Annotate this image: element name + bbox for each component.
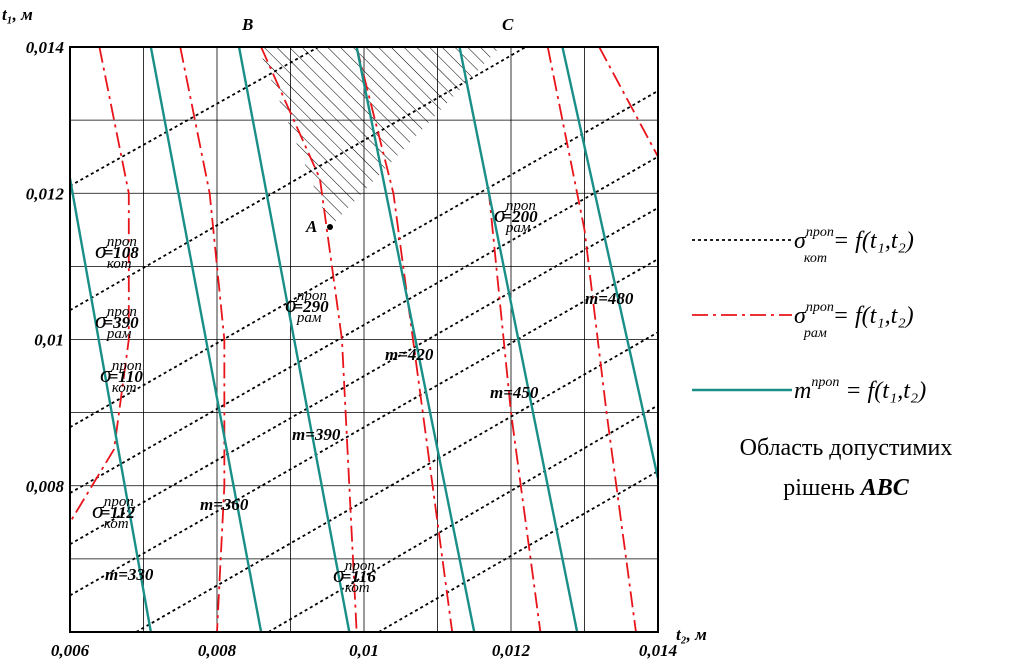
annotation-sub: кот: [112, 380, 137, 396]
series-line: [70, 90, 658, 429]
annotation-symbol: σ: [100, 362, 113, 388]
plot-frame: [69, 46, 659, 633]
annotation: C: [502, 15, 514, 34]
x-tick-label: 0,006: [51, 641, 90, 660]
series-line: [70, 47, 130, 523]
annotation: m=480: [585, 289, 634, 308]
annotation-symbol: σ: [333, 562, 346, 588]
legend-sup: проп: [806, 300, 834, 315]
annotation-sub: рам: [106, 326, 132, 342]
x-tick-label: 0,014: [639, 641, 677, 660]
annotation-text: =110: [109, 367, 144, 386]
annotation: σпроп рам=290: [285, 288, 329, 326]
annotation-text: =290: [293, 297, 329, 316]
point-a: [327, 224, 333, 230]
annotation-sup: проп: [107, 304, 137, 320]
annotation-sub: кот: [104, 516, 129, 532]
annotation: σпроп кот=110: [100, 358, 143, 396]
annotation: m=390: [292, 425, 341, 444]
note-emph: ABC: [859, 475, 910, 501]
annotation-text: =390: [103, 313, 139, 332]
series-line: [260, 47, 358, 632]
legend-rhs: = f(t₁,t₂): [833, 228, 914, 254]
series-line: [70, 155, 658, 494]
annotation-sub: рам: [505, 220, 531, 236]
series-line: [378, 470, 658, 632]
legend-symbol: σ: [794, 228, 807, 254]
annotation-symbol: σ: [92, 498, 105, 524]
y-tick-label: 0,012: [26, 184, 65, 203]
annotation-sub: кот: [345, 580, 370, 596]
note-line1: Область допустимих: [740, 435, 953, 461]
legend-rhs: = f(t₁,t₂): [845, 378, 926, 404]
grid: [69, 46, 659, 632]
x-tick-label: 0,008: [198, 641, 237, 660]
series-line: [546, 47, 637, 632]
y-tick-label: 0,008: [26, 477, 65, 496]
legend-entry: σпроп рам = f(t₁,t₂): [794, 300, 914, 341]
series-line: [70, 207, 658, 546]
note-line2: рішень ABC: [783, 475, 910, 501]
x-axis-label: t₂, м: [676, 625, 707, 644]
annotation: σпроп рам=200: [494, 198, 538, 236]
series-line: [355, 47, 476, 632]
annotation-sub: кот: [107, 256, 132, 272]
series-line: [70, 178, 153, 632]
annotation: m=420: [385, 345, 434, 364]
x-tick-label: 0,01: [349, 641, 379, 660]
legend-sub: кот: [804, 251, 827, 266]
series-line: [561, 47, 658, 479]
series-line: [458, 47, 579, 632]
annotation: m=450: [490, 383, 539, 402]
series-line: [149, 47, 263, 632]
legend-symbol: m: [794, 378, 811, 404]
annotation-sup: проп: [104, 494, 134, 510]
annotation: σпроп кот=116: [333, 558, 376, 596]
legend-sup: проп: [811, 375, 839, 390]
series-line: [135, 331, 658, 632]
x-tick-label: 0,012: [492, 641, 531, 660]
annotation: m=360: [200, 495, 249, 514]
annotation: σпроп кот=112: [92, 494, 135, 532]
annotation: A: [305, 217, 317, 236]
annotation-symbol: σ: [285, 292, 298, 318]
annotation-text: =108: [104, 243, 140, 262]
annotation: σпроп кот=108: [95, 234, 139, 272]
annotation-symbol: σ: [494, 202, 507, 228]
series-line: [598, 47, 658, 158]
annotation-symbol: σ: [95, 308, 108, 334]
annotation: σпроп рам=390: [95, 304, 139, 342]
annotation-text: =200: [502, 207, 538, 226]
y-tick-label: 0,014: [26, 38, 64, 57]
legend-entry: mпроп = f(t₁,t₂): [794, 375, 926, 404]
annotation-sup: проп: [112, 358, 142, 374]
legend-sub: рам: [803, 326, 827, 341]
legend-rhs: = f(t₁,t₂): [833, 303, 914, 329]
annotation-sub: рам: [296, 310, 322, 326]
y-axis-label: t₁, м: [2, 5, 33, 24]
annotation-sup: проп: [297, 288, 327, 304]
series-line: [237, 47, 351, 632]
series-line: [70, 47, 527, 312]
annotation-sup: проп: [345, 558, 375, 574]
legend-symbol: σ: [794, 303, 807, 329]
annotation-symbol: σ: [95, 238, 108, 264]
annotation-sup: проп: [107, 234, 137, 250]
y-tick-label: 0,01: [34, 331, 64, 350]
series-line: [70, 258, 658, 597]
annotation: m=330: [105, 565, 154, 584]
annotation: B: [241, 15, 253, 34]
series-line: [179, 47, 226, 632]
legend-sup: проп: [806, 225, 834, 240]
legend-entry: σпроп кот = f(t₁,t₂): [794, 225, 914, 266]
annotation-sup: проп: [506, 198, 536, 214]
annotation-text: =116: [342, 567, 377, 586]
annotation-text: =112: [101, 503, 136, 522]
note-word: рішень: [783, 475, 855, 501]
